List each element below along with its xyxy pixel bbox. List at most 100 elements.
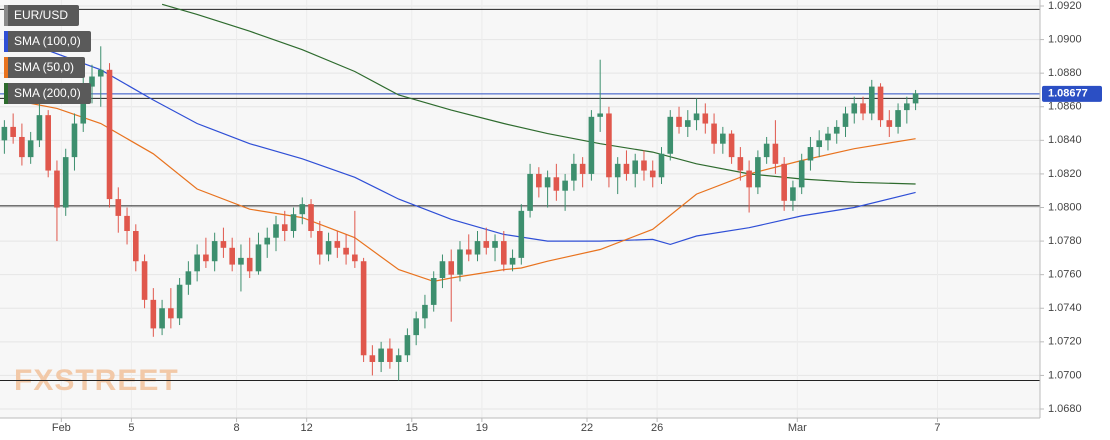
candle-body [343, 247, 349, 255]
y-tick-label: 1.0840 [1048, 134, 1082, 146]
candle-body [220, 241, 227, 248]
legend-label: SMA (200,0) [14, 86, 81, 100]
candle-body [36, 115, 43, 141]
candle-body [833, 126, 840, 134]
y-tick-label: 1.0740 [1048, 302, 1082, 314]
candle-body [71, 123, 78, 158]
candle-body [369, 355, 376, 362]
candle-body [141, 261, 148, 300]
x-tick-label: 7 [934, 422, 940, 434]
x-tick-label: Mar [788, 422, 807, 434]
candle-body [895, 110, 901, 127]
candle-body [62, 157, 69, 208]
candle-body [667, 116, 674, 154]
candle-body [588, 116, 595, 174]
candle-body [553, 177, 560, 191]
x-tick-label: 19 [476, 422, 488, 434]
candle-body [798, 160, 805, 188]
x-tick-label: Feb [52, 422, 71, 434]
candle-body [308, 204, 314, 232]
candle-body [728, 133, 735, 158]
x-tick-label: 15 [406, 422, 418, 434]
candle-body [597, 113, 603, 117]
candle-body [176, 284, 183, 319]
candle-body [150, 299, 157, 329]
candle-body [10, 126, 16, 137]
candle-body [1, 126, 8, 141]
plot-area [0, 0, 1040, 418]
candle-body [720, 133, 726, 144]
candle-body [492, 241, 498, 248]
y-tick-label: 1.0780 [1048, 235, 1082, 247]
candle-body [544, 177, 551, 188]
legend-swatch [4, 31, 8, 52]
sma-line [161, 3, 916, 185]
candle-body [658, 153, 665, 178]
legend-label: SMA (50,0) [14, 60, 74, 74]
candle-body [133, 231, 139, 262]
candle-body [54, 170, 60, 208]
candle-body [281, 224, 288, 232]
candle-body [89, 76, 95, 87]
y-tick-label: 1.0920 [1048, 0, 1082, 12]
legend-swatch [4, 83, 8, 104]
y-tick-label: 1.0700 [1048, 369, 1082, 381]
candle-body [387, 348, 393, 362]
candle-body [194, 254, 200, 272]
candle-body [851, 103, 858, 114]
candles [1, 46, 919, 381]
candle-body [623, 163, 630, 174]
candle-body [772, 143, 779, 164]
candle-body [255, 244, 262, 272]
x-tick-label: 26 [651, 422, 663, 434]
x-tick-label: 8 [234, 422, 240, 434]
candle-body [422, 304, 428, 319]
y-tick-label: 1.0720 [1048, 336, 1082, 348]
candle-body [334, 241, 341, 248]
y-tick-label: 1.0820 [1048, 168, 1082, 180]
candle-body [632, 160, 639, 174]
candle-body [185, 271, 192, 285]
candle-body [168, 308, 174, 319]
candle-body [536, 173, 542, 188]
candle-body [606, 113, 612, 178]
y-tick-label: 1.0880 [1048, 67, 1082, 79]
candle-body [273, 224, 279, 238]
candle-body [45, 115, 51, 171]
grid [0, 0, 1040, 418]
candle-body [246, 257, 253, 272]
x-tick-label: 5 [128, 422, 134, 434]
candle-body [413, 318, 419, 336]
candle-body [404, 335, 411, 356]
y-tick-label: 1.0900 [1048, 33, 1082, 45]
candle-body [571, 163, 577, 181]
candle-body [457, 249, 463, 275]
legend-label: SMA (100,0) [14, 34, 81, 48]
y-tick-label: 1.0800 [1048, 201, 1082, 213]
legend-swatch [4, 57, 8, 78]
candle-body [80, 86, 87, 124]
legend-label: EUR/USD [14, 8, 68, 22]
y-tick-label: 1.0680 [1048, 403, 1082, 415]
candle-body [702, 113, 709, 124]
candle-body [465, 249, 472, 255]
candle-body [203, 254, 209, 262]
legend: EUR/USD SMA (100,0) SMA (50,0) SMA (200,0) [4, 5, 91, 104]
legend-box [4, 5, 79, 26]
candle-body [106, 69, 113, 200]
candle-body [159, 308, 165, 329]
candle-body [842, 113, 849, 127]
candle-body [378, 348, 384, 362]
legend-box [4, 31, 91, 52]
candle-body [746, 170, 752, 188]
candle-body [860, 103, 866, 114]
candle-body [115, 199, 122, 216]
last-price-label: 1.08677 [1048, 88, 1088, 100]
last-price-box [1042, 85, 1102, 102]
candle-body [755, 157, 761, 188]
candle-body [912, 93, 919, 104]
candle-body [238, 257, 244, 265]
candle-body [299, 204, 306, 215]
